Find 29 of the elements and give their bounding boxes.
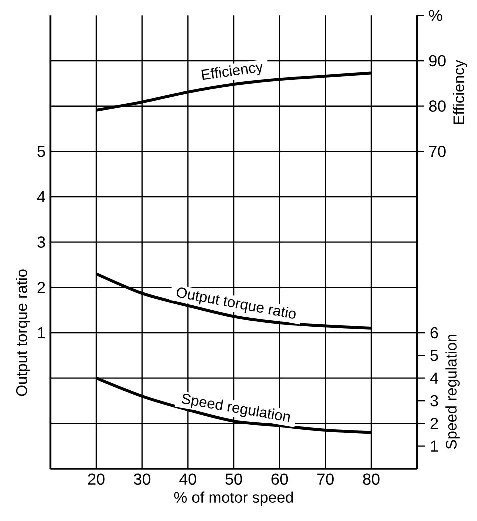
y2-tick-label: % [429, 10, 442, 22]
y3-tick-label: 3 [430, 395, 438, 407]
text: Efficiency [202, 64, 263, 80]
y3-tick-label: 6 [430, 327, 438, 339]
y-tick-label: 5 [38, 146, 46, 158]
y3-tick-label: 2 [430, 418, 438, 430]
y-axis-title: Output torque ratio [16, 270, 30, 396]
y-tick-label: 1 [38, 328, 46, 338]
x-axis-title: % of motor speed [174, 492, 294, 506]
y2-tick-label: 90 [429, 55, 446, 67]
x-tick-label: 30 [134, 474, 151, 486]
y3-axis-title: Speed regulation [446, 334, 460, 450]
x-tick-label: 50 [226, 474, 242, 486]
y-tick-label: 4 [37, 192, 46, 203]
x-tick-label: 60 [272, 474, 288, 486]
x-tick-label: 80 [363, 474, 380, 486]
x-tick-label: 20 [88, 474, 105, 486]
y2-axis-title: Efficiency [453, 60, 468, 124]
x-tick-label: 70 [318, 474, 334, 486]
y3-tick-label: 4 [430, 372, 438, 384]
y2-tick-label: 80 [429, 100, 446, 112]
text: Speed regulation [182, 394, 290, 422]
y3-tick-label: 5 [430, 350, 438, 362]
text: Output torque ratio [176, 288, 296, 319]
y-tick-label: 2 [38, 282, 46, 294]
x-tick-label: 40 [180, 474, 196, 486]
y2-tick-label: 70 [430, 146, 446, 158]
y-tick-label: 3 [38, 236, 46, 248]
y3-tick-label: 1 [431, 440, 438, 452]
